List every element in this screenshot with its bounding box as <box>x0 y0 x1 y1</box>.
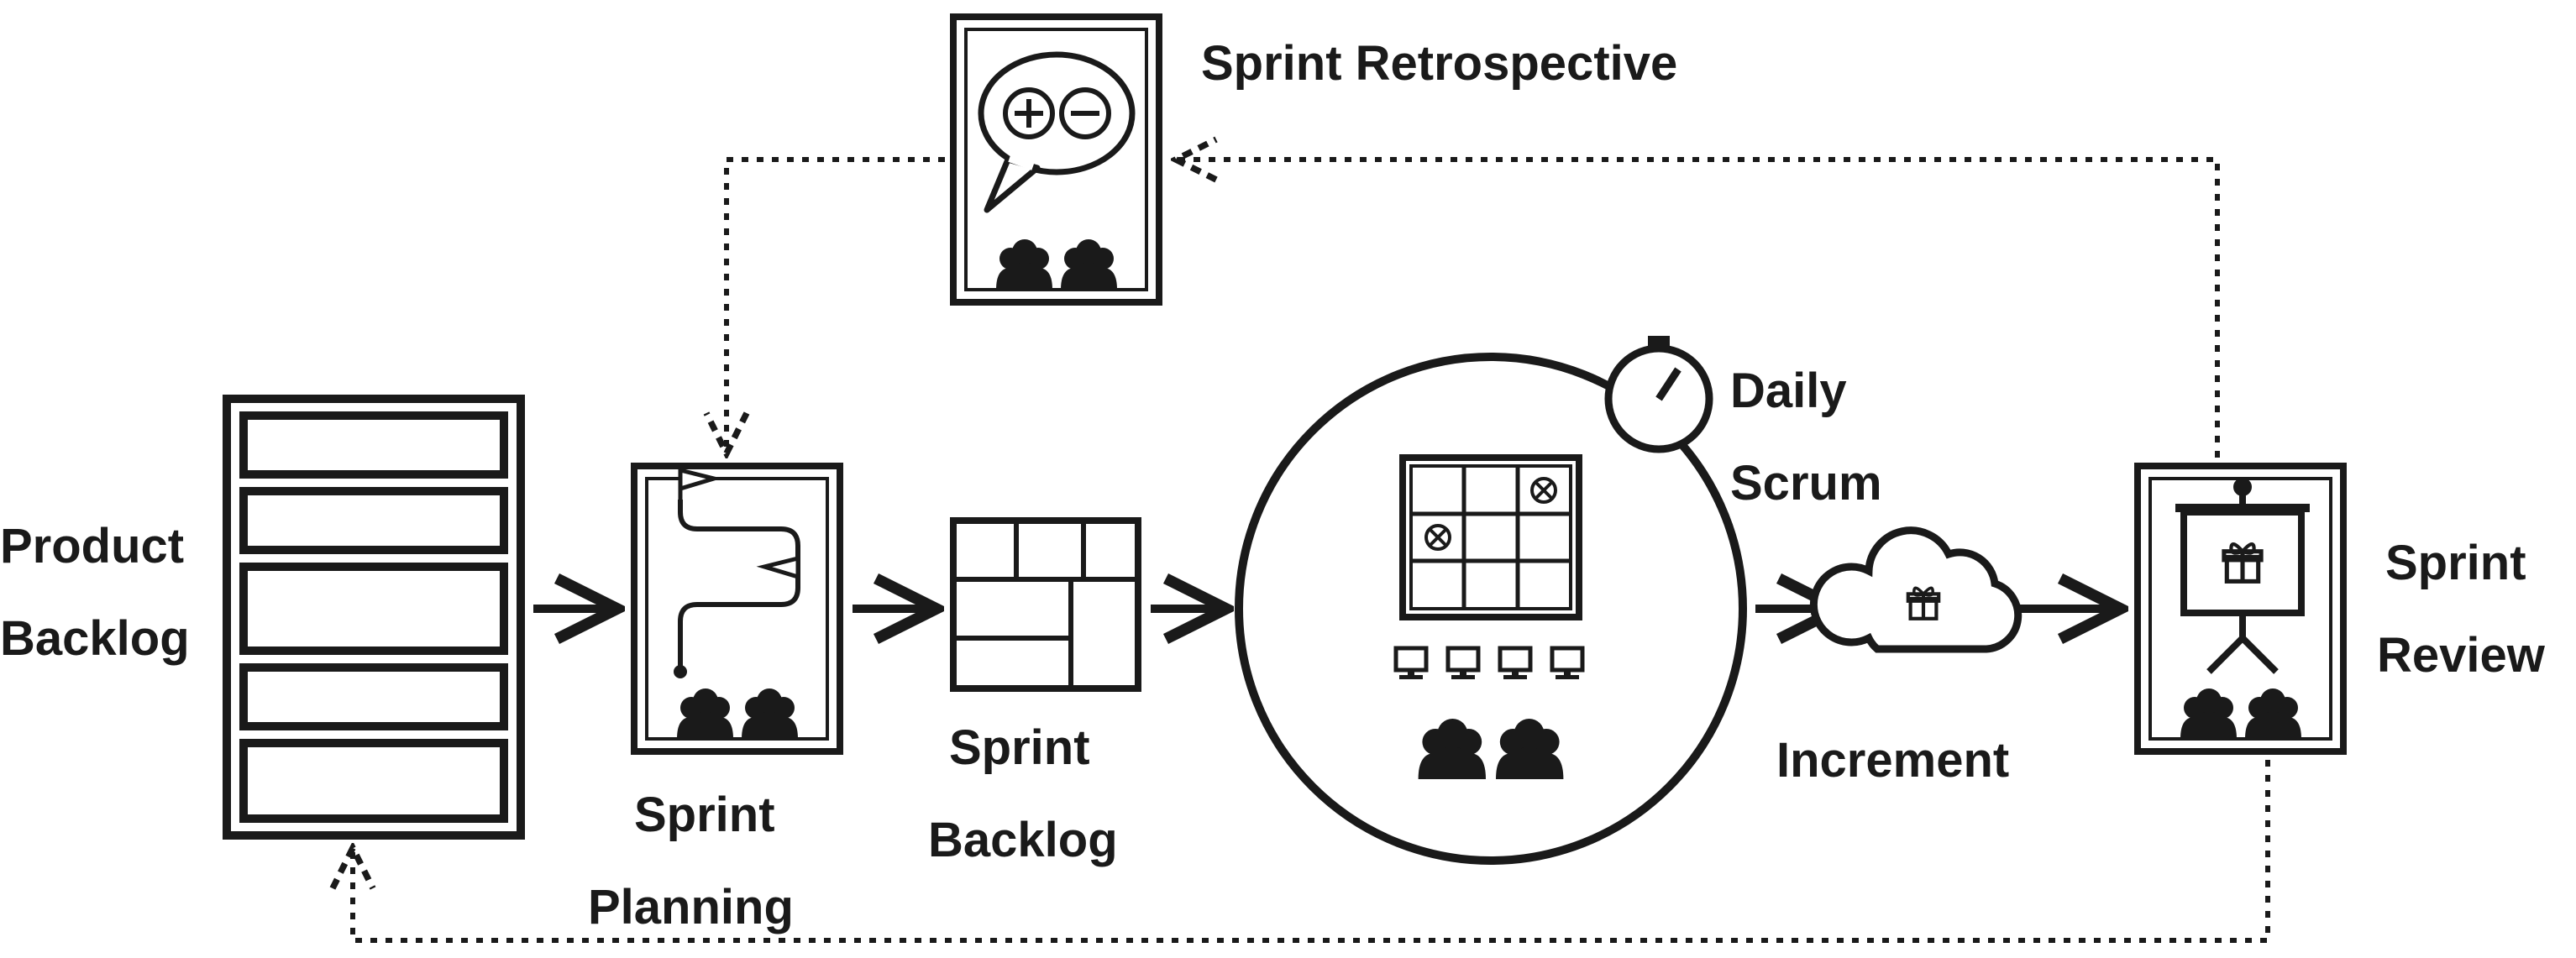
daily-scrum-label-2: Scrum <box>1730 456 1882 510</box>
sprint-review-node: Sprint Review <box>2138 466 2546 751</box>
timer-icon <box>1608 336 1709 449</box>
sprint-review-label-1: Sprint <box>2385 536 2526 590</box>
scrum-flowchart: Product Backlog Sprint Planning <box>0 0 2576 958</box>
cloud-icon <box>1813 531 2017 649</box>
sprint-planning-label-2: Planning <box>588 880 794 934</box>
daily-scrum-label-1: Daily <box>1730 364 1847 418</box>
increment-node: Increment <box>1776 531 2018 788</box>
increment-label: Increment <box>1776 733 2009 788</box>
sprint-planning-node: Sprint Planning <box>588 466 840 934</box>
sprint-backlog-node: Sprint Backlog <box>928 521 1138 867</box>
product-backlog-label-1: Product <box>0 519 184 573</box>
sprint-retrospective-label: Sprint Retrospective <box>1201 36 1677 91</box>
product-backlog-label-2: Backlog <box>0 611 190 666</box>
product-backlog-node: Product Backlog <box>0 399 521 835</box>
edge-retro-to-planning <box>727 160 945 453</box>
backlog-stack-icon <box>227 399 521 835</box>
task-board-icon <box>1403 458 1579 617</box>
sprint-backlog-label-2: Backlog <box>928 813 1118 867</box>
sprint-planning-label-1: Sprint <box>634 788 775 842</box>
sprint-backlog-label-1: Sprint <box>949 720 1090 775</box>
sprint-review-label-2: Review <box>2377 628 2546 683</box>
